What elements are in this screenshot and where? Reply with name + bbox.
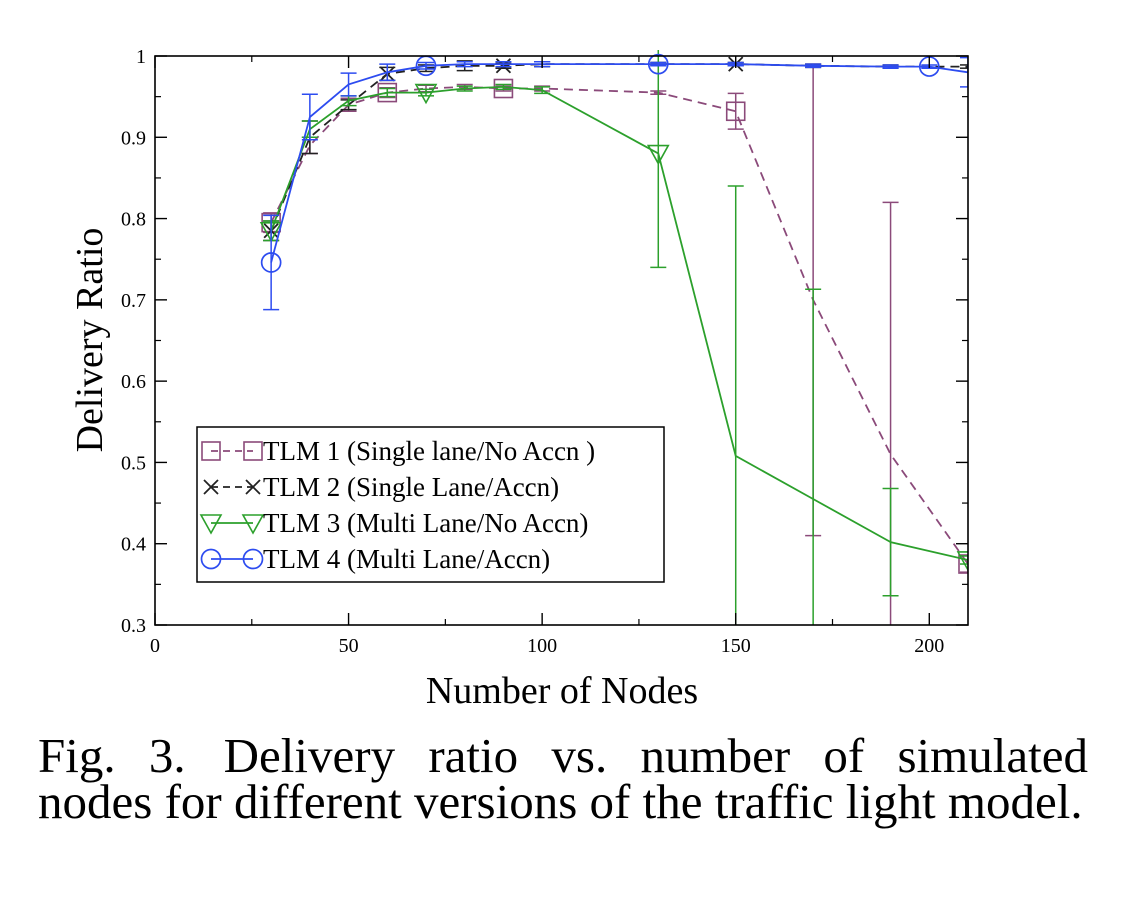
series-3-error-bar xyxy=(456,85,473,92)
square-marker-outline xyxy=(958,554,968,574)
legend-label: TLM 3 (Multi Lane/No Accn) xyxy=(263,508,588,538)
caption-text: Delivery ratio vs. number of simulated n… xyxy=(38,728,1089,829)
axes-layer: 0 50 100 150 200 0.3 0.4 0.5 0.6 0.7 0.8 0.9 1 xyxy=(121,46,969,657)
series-4-error-bar xyxy=(960,56,968,88)
legend-marker xyxy=(203,479,219,495)
y-tick-label: 0.9 xyxy=(121,127,146,149)
x-tick-label: 0 xyxy=(150,635,160,657)
legend-marker xyxy=(241,514,265,535)
x-tick-label: 150 xyxy=(721,635,751,657)
series-3-point xyxy=(646,144,670,166)
x-marker-stroke xyxy=(203,479,219,495)
series-4-error-bar xyxy=(882,64,899,69)
square-marker-outline xyxy=(243,441,263,461)
series-3-point xyxy=(414,83,438,105)
legend-item-3: TLM 3 (Multi Lane/No Accn) xyxy=(199,508,588,538)
legend-marker xyxy=(200,548,222,570)
series-3-error-bar xyxy=(805,288,822,625)
legend-marker xyxy=(201,441,221,461)
figure-label: Fig. 3. xyxy=(38,728,186,783)
series-4-error-bar xyxy=(805,63,822,69)
series-4-point xyxy=(260,252,282,273)
x-axis-label: Number of Nodes xyxy=(426,670,698,712)
legend-item-2: TLM 2 (Single Lane/Accn) xyxy=(203,472,559,502)
x-tick-label: 200 xyxy=(914,635,944,657)
series-4-line xyxy=(270,63,968,263)
series-2-line xyxy=(270,63,968,232)
y-tick-label: 0.8 xyxy=(121,209,146,231)
figure-caption: Fig. 3. Delivery ratio vs. number of simu… xyxy=(38,731,1088,826)
series-3-error-bar xyxy=(418,88,434,97)
series-3-error-bar xyxy=(495,83,512,91)
series-3 xyxy=(259,50,968,625)
x-tick-label: 50 xyxy=(339,635,359,657)
series-3-error-bar xyxy=(379,87,396,98)
legend-marker xyxy=(243,441,263,461)
series-1-point xyxy=(725,101,746,122)
series-2 xyxy=(263,56,968,242)
legend-marker xyxy=(245,479,261,495)
legend-item-4: TLM 4 (Multi Lane/Accn) xyxy=(200,544,550,574)
series-layer xyxy=(259,50,968,625)
legend-item-1: TLM 1 (Single lane/No Accn ) xyxy=(201,436,595,466)
series-4-error-bar xyxy=(263,214,280,311)
y-axis-label: Delivery Ratio xyxy=(69,228,111,453)
series-3-error-bar xyxy=(534,86,551,95)
square-marker-outline xyxy=(201,441,221,461)
y-tick-label: 0.4 xyxy=(121,534,146,556)
series-2-error-bar xyxy=(960,64,968,69)
series-4-error-bar xyxy=(340,72,357,97)
square-marker-outline xyxy=(725,101,746,122)
x-tick-label: 100 xyxy=(527,635,557,657)
series-4-error-bar xyxy=(650,61,667,67)
y-tick-label: 0.5 xyxy=(121,452,146,474)
x-marker-stroke xyxy=(245,479,261,495)
series-3-error-bar xyxy=(727,185,744,625)
series-3-error-bar xyxy=(650,50,667,269)
legend-label: TLM 4 (Multi Lane/Accn) xyxy=(263,544,550,574)
series-4-point xyxy=(647,53,669,75)
y-tick-label: 0.7 xyxy=(121,290,146,312)
series-4-error-bar xyxy=(418,61,434,70)
series-3-error-bar xyxy=(960,555,968,565)
series-1-point xyxy=(958,554,968,574)
legend-marker xyxy=(242,548,264,570)
series-3-point xyxy=(956,551,968,572)
series-1-error-bar xyxy=(727,92,744,130)
series-4-error-bar xyxy=(456,60,473,68)
series-4 xyxy=(260,53,968,311)
series-4-error-bar xyxy=(495,60,512,68)
legend-label: TLM 2 (Single Lane/Accn) xyxy=(263,472,559,502)
delivery-ratio-chart: 0 50 100 150 200 0.3 0.4 0.5 0.6 0.7 0.8 0.9 1 TLM 1… xyxy=(69,46,969,712)
legend-label: TLM 1 (Single lane/No Accn ) xyxy=(263,436,595,466)
y-tick-label: 0.6 xyxy=(121,371,146,393)
legend: TLM 1 (Single lane/No Accn ) TLM 2 (Singl… xyxy=(196,426,665,583)
series-3-error-bar xyxy=(882,487,899,597)
series-4-error-bar xyxy=(301,93,318,141)
legend-box xyxy=(196,426,665,583)
y-tick-label: 0.3 xyxy=(121,615,146,637)
legend-marker xyxy=(199,514,223,535)
series-4-error-bar xyxy=(379,63,396,82)
y-tick-label: 1 xyxy=(136,46,146,68)
